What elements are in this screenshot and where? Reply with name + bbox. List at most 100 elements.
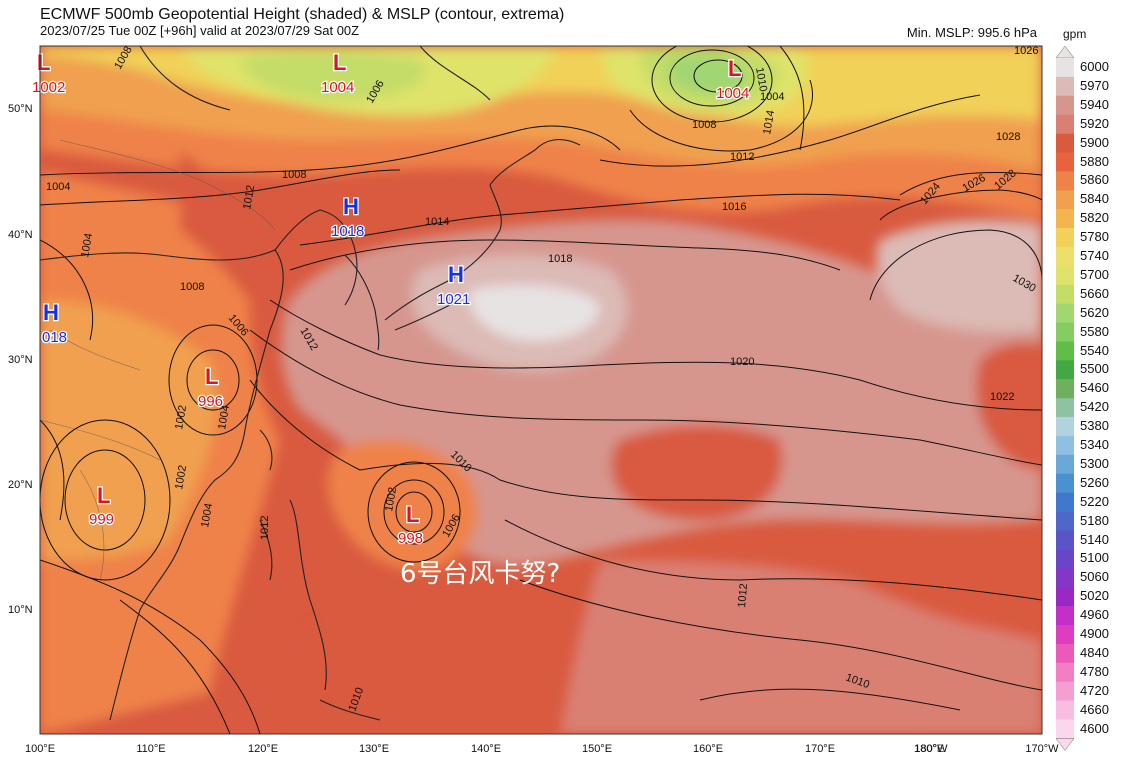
colorbar-cell — [1056, 473, 1074, 493]
colorbar-label: 5780 — [1080, 229, 1109, 245]
colorbar-label: 5880 — [1080, 153, 1109, 169]
high-symbol: H — [343, 194, 359, 219]
isobar-label: 1008 — [180, 281, 204, 293]
isobar-label: 1004 — [79, 232, 95, 258]
low-value: 999 — [89, 511, 114, 528]
lon-label: 150°E — [582, 743, 612, 755]
low-symbol: L — [205, 364, 218, 389]
lat-label: 10°N — [8, 604, 33, 616]
colorbar-cell — [1056, 76, 1074, 97]
map-frame — [39, 45, 1043, 735]
chart-title: ECMWF 500mb Geopotential Height (shaded)… — [40, 6, 565, 23]
colorbar-label: 5840 — [1080, 191, 1109, 207]
low-value: 1004 — [716, 85, 749, 102]
isobar-label: 1004 — [216, 404, 232, 430]
colorbar-cell — [1056, 284, 1074, 304]
lon-label: 170°W — [1025, 743, 1059, 755]
colorbar-cell — [1056, 95, 1074, 115]
isobar-label: 1010 — [753, 66, 769, 92]
colorbar-unit: gpm — [1063, 27, 1087, 41]
colorbar-cell — [1056, 152, 1074, 172]
high-value: 1021 — [437, 291, 470, 308]
colorbar-cell — [1056, 625, 1074, 645]
colorbar-label: 5140 — [1080, 531, 1109, 547]
colorbar-label: 4900 — [1080, 626, 1109, 641]
coastlines — [40, 46, 581, 721]
low-value: 1002 — [32, 79, 65, 96]
colorbar-cell — [1056, 530, 1074, 550]
geopotential-shading — [40, 46, 1042, 734]
low-symbol: L — [97, 483, 110, 508]
colorbar-label: 5940 — [1080, 96, 1109, 112]
colorbar-label: 5900 — [1080, 134, 1109, 150]
low-symbol: L — [37, 50, 50, 75]
colorbar-label: 5540 — [1080, 342, 1109, 358]
colorbar-cell — [1056, 133, 1074, 153]
low-symbol: L — [728, 56, 741, 81]
isobar-label: 1022 — [990, 391, 1014, 403]
min-mslp-label: Min. MSLP: 995.6 hPa — [906, 25, 1037, 40]
colorbar-cell — [1056, 303, 1074, 323]
colorbar-label: 5420 — [1080, 399, 1109, 415]
colorbar-strip — [1055, 46, 1075, 751]
isobar-label: 1002 — [383, 486, 399, 512]
isobar-label: 1012 — [241, 184, 257, 210]
colorbar-label: 4720 — [1080, 682, 1109, 698]
country-borders — [40, 139, 276, 581]
colorbar-cell — [1056, 190, 1074, 210]
colorbar-cell — [1056, 511, 1074, 531]
colorbar-label: 5920 — [1080, 115, 1109, 131]
colorbar-cell — [1056, 719, 1074, 739]
colorbar-cell — [1056, 341, 1074, 361]
low-symbol: L — [333, 50, 346, 75]
low-value: 996 — [198, 393, 223, 410]
colorbar-bottom-arrow — [1055, 738, 1075, 751]
colorbar-cell — [1056, 606, 1074, 626]
colorbar-cell — [1056, 700, 1074, 720]
lon-label-overlap: 180°E — [914, 743, 944, 755]
isobar-label: 1004 — [199, 502, 215, 528]
isobar-label: 1008 — [692, 119, 716, 131]
colorbar-label: 4600 — [1080, 720, 1109, 736]
colorbar-label: 5580 — [1080, 323, 1109, 339]
colorbar-label: 5970 — [1080, 77, 1109, 93]
colorbar-cell — [1056, 492, 1074, 512]
lat-label: 50°N — [8, 103, 33, 115]
low-value: 1004 — [321, 79, 354, 96]
colorbar-label: 4840 — [1080, 644, 1109, 660]
colorbar-label: 5740 — [1080, 248, 1109, 263]
lon-label: 110°E — [136, 743, 165, 755]
colorbar-cell — [1056, 58, 1074, 78]
colorbar-cell — [1056, 454, 1074, 475]
lon-label: 140°E — [471, 743, 501, 755]
mslp-isobars — [40, 46, 1042, 734]
lon-label: 160°E — [693, 743, 723, 755]
latitude-axis: 50°N 40°N 30°N 20°N 10°N — [8, 103, 33, 616]
lon-label: 120°E — [248, 743, 278, 755]
high-symbol: H — [448, 262, 464, 287]
chart-subtitle: 2023/07/25 Tue 00Z [+96h] valid at 2023/… — [40, 23, 360, 38]
isobar-label: 1028 — [996, 131, 1020, 143]
colorbar-label: 5300 — [1080, 455, 1109, 471]
colorbar-top-arrow — [1055, 46, 1075, 59]
colorbar-label: 6000 — [1080, 59, 1109, 74]
isobar-label: 1020 — [730, 356, 754, 368]
isobar-label: 1004 — [46, 181, 70, 193]
colorbar-label: 5700 — [1080, 266, 1109, 282]
colorbar-label: 5500 — [1080, 361, 1109, 377]
lat-label: 30°N — [8, 354, 33, 366]
colorbar-cell — [1056, 398, 1074, 418]
colorbar-cell — [1056, 587, 1074, 607]
colorbar-cell — [1056, 568, 1074, 588]
colorbar-cell — [1056, 209, 1074, 229]
lon-label: 180°W — [914, 743, 948, 755]
colorbar-label: 5180 — [1080, 512, 1109, 528]
colorbar-label: 5860 — [1080, 172, 1109, 188]
colorbar-cell — [1056, 265, 1074, 286]
colorbar-label: 5060 — [1080, 569, 1109, 585]
isobar-label: 1002 — [173, 404, 189, 430]
colorbar-cell — [1056, 114, 1074, 134]
high-symbol: H — [43, 300, 59, 325]
isobar-label: 1012 — [736, 583, 750, 608]
